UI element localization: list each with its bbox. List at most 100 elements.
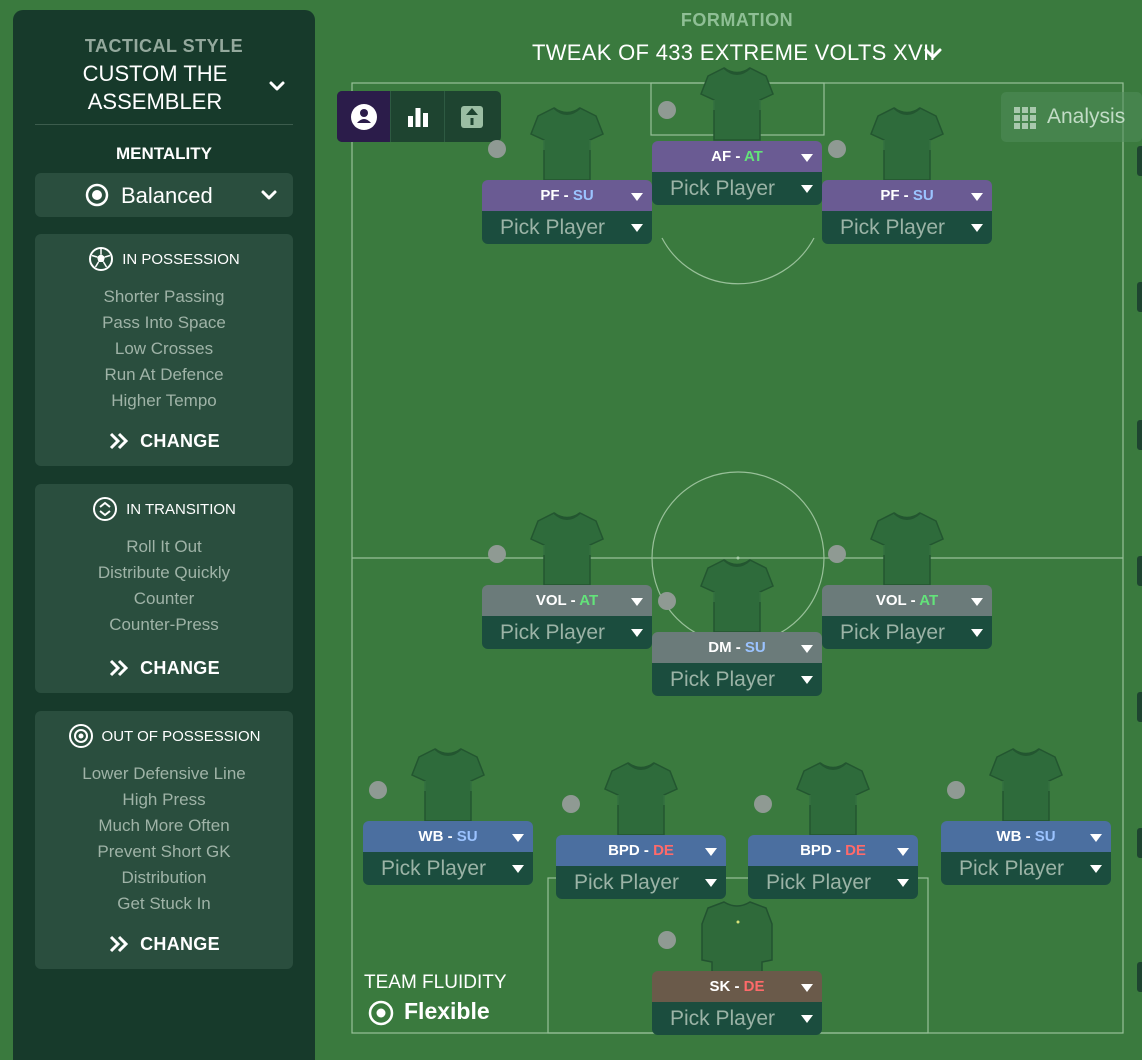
player-status-dot — [488, 545, 506, 563]
role-selector[interactable]: VOL - AT — [822, 585, 992, 616]
tactical-style-selector[interactable]: TACTICAL STYLE CUSTOM THE ASSEMBLER — [35, 34, 293, 125]
list-item: Run At Defence — [104, 365, 224, 384]
transition-icon — [93, 497, 118, 521]
edge-tab[interactable] — [1137, 962, 1142, 992]
pick-player-dropdown[interactable]: Pick Player — [482, 211, 652, 244]
caret-down-icon — [631, 598, 643, 606]
role-duty: SU — [912, 187, 934, 204]
view-toggle — [337, 91, 501, 142]
role-duty: SU — [456, 828, 478, 845]
pick-player-label: Pick Player — [840, 216, 946, 239]
out-of-possession-panel: OUT OF POSSESSION Lower Defensive Line H… — [35, 711, 293, 969]
pick-player-dropdown[interactable]: Pick Player — [822, 616, 992, 649]
role-duty: SU — [572, 187, 594, 204]
stats-view-button[interactable] — [391, 91, 445, 142]
player-status-dot — [658, 931, 676, 949]
pick-player-dropdown[interactable]: Pick Player — [652, 172, 822, 205]
edge-tab[interactable] — [1137, 556, 1142, 586]
caret-down-icon — [705, 848, 717, 856]
team-fluidity-value[interactable]: Flexible — [404, 998, 490, 1024]
instructions-view-button[interactable] — [445, 91, 499, 142]
tactical-style-name: CUSTOM THE ASSEMBLER — [82, 61, 228, 114]
out-of-possession-list: Lower Defensive Line High Press Much Mor… — [35, 761, 293, 917]
pick-player-dropdown[interactable]: Pick Player — [482, 616, 652, 649]
role-name: BPD — [800, 842, 832, 859]
shirt-up-icon — [461, 105, 483, 128]
role-selector[interactable]: VOL - AT — [482, 585, 652, 616]
caret-down-icon — [801, 984, 813, 992]
in-transition-change-button[interactable]: CHANGE — [35, 654, 293, 682]
mentality-dropdown[interactable]: Balanced — [35, 173, 293, 217]
pick-player-dropdown[interactable]: Pick Player — [363, 852, 533, 885]
out-of-possession-title: OUT OF POSSESSION — [101, 727, 261, 745]
chevron-down-icon[interactable] — [267, 76, 287, 96]
caret-down-icon — [512, 834, 524, 842]
role-selector[interactable]: WB - SU — [941, 821, 1111, 852]
role-selector[interactable]: DM - SU — [652, 632, 822, 663]
in-possession-change-button[interactable]: CHANGE — [35, 427, 293, 455]
player-slot-pf-right: PF - SU Pick Player — [822, 180, 992, 244]
pick-player-dropdown[interactable]: Pick Player — [652, 1002, 822, 1035]
role-name: VOL — [535, 592, 567, 609]
role-selector[interactable]: WB - SU — [363, 821, 533, 852]
role-name: SK — [709, 978, 731, 995]
double-chevron-icon — [110, 432, 129, 450]
goalkeeper-shirt-icon — [701, 901, 773, 975]
edge-tab[interactable] — [1137, 828, 1142, 858]
role-selector[interactable]: SK - DE — [652, 971, 822, 1002]
ball-icon — [89, 247, 114, 271]
list-item: Shorter Passing — [103, 287, 225, 306]
balance-icon — [85, 183, 109, 207]
caret-down-icon — [897, 848, 909, 856]
change-label: CHANGE — [140, 933, 220, 954]
out-of-possession-header: OUT OF POSSESSION — [35, 723, 293, 749]
pick-player-dropdown[interactable]: Pick Player — [652, 663, 822, 696]
caret-down-icon — [801, 1015, 813, 1023]
role-name: WB — [996, 828, 1022, 845]
player-status-dot — [369, 781, 387, 799]
player-slot-vol-left: VOL - AT Pick Player — [482, 585, 652, 649]
player-slot-wb-right: WB - SU Pick Player — [941, 821, 1111, 885]
shirt-icon — [796, 762, 870, 836]
list-item: Get Stuck In — [117, 894, 211, 913]
pick-player-dropdown[interactable]: Pick Player — [556, 866, 726, 899]
role-duty: AT — [579, 592, 599, 609]
edge-tab[interactable] — [1137, 146, 1142, 176]
chevron-down-icon[interactable] — [922, 42, 944, 64]
edge-tab[interactable] — [1137, 692, 1142, 722]
shirt-icon — [870, 512, 944, 586]
role-selector[interactable]: AF - AT — [652, 141, 822, 172]
role-name: PF — [880, 187, 900, 204]
analysis-button[interactable]: Analysis — [1001, 92, 1142, 142]
player-view-button[interactable] — [337, 91, 391, 142]
list-item: Roll It Out — [126, 537, 202, 556]
edge-tab[interactable] — [1137, 282, 1142, 312]
role-name: PF — [540, 187, 560, 204]
role-selector[interactable]: BPD - DE — [748, 835, 918, 866]
role-selector[interactable]: BPD - DE — [556, 835, 726, 866]
list-item: Lower Defensive Line — [82, 764, 246, 783]
in-possession-title: IN POSSESSION — [122, 250, 240, 268]
double-chevron-icon — [110, 935, 129, 953]
caret-down-icon — [971, 598, 983, 606]
caret-down-icon — [801, 645, 813, 653]
edge-tab[interactable] — [1137, 420, 1142, 450]
shirt-icon — [700, 67, 774, 141]
caret-down-icon — [801, 185, 813, 193]
out-of-possession-change-button[interactable]: CHANGE — [35, 930, 293, 958]
shirt-icon — [411, 748, 485, 822]
role-selector[interactable]: PF - SU — [822, 180, 992, 211]
player-status-dot — [947, 781, 965, 799]
pick-player-label: Pick Player — [670, 177, 776, 200]
mentality-value: Balanced — [121, 183, 213, 208]
player-slot-dm: DM - SU Pick Player — [652, 632, 822, 696]
formation-name[interactable]: TWEAK OF 433 EXTREME VOLTS XVII — [532, 40, 936, 65]
pick-player-dropdown[interactable]: Pick Player — [941, 852, 1111, 885]
role-selector[interactable]: PF - SU — [482, 180, 652, 211]
in-transition-header: IN TRANSITION — [35, 496, 293, 522]
pick-player-label: Pick Player — [500, 621, 606, 644]
grid-icon — [1014, 107, 1036, 129]
shirt-icon — [530, 512, 604, 586]
pick-player-dropdown[interactable]: Pick Player — [822, 211, 992, 244]
pick-player-dropdown[interactable]: Pick Player — [748, 866, 918, 899]
